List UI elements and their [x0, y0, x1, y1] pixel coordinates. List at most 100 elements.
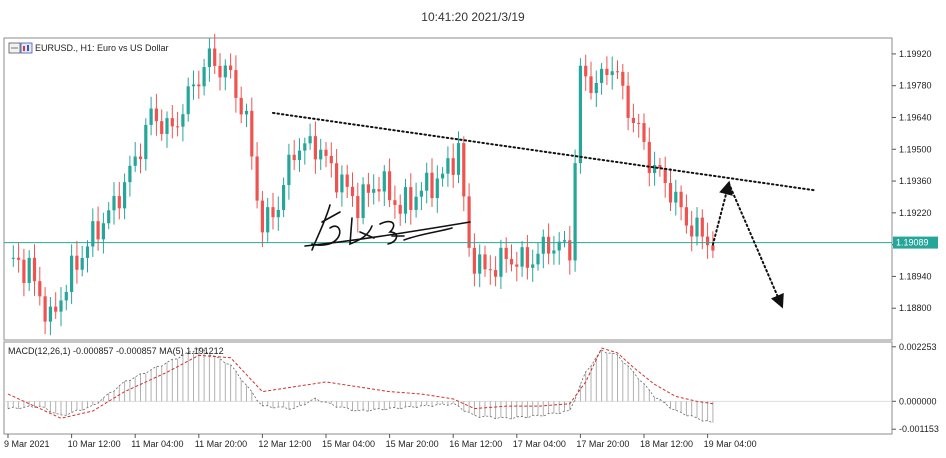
time-tick-label: 11 Mar 04:00: [131, 439, 183, 449]
candle-body: [690, 225, 694, 237]
candle-body: [313, 136, 317, 160]
candle-body: [372, 189, 376, 193]
candle-body: [578, 65, 582, 164]
candle-body: [451, 158, 455, 175]
candle-body: [531, 264, 535, 268]
price-tick-label: 1.19780: [899, 81, 932, 91]
chart-window-icon: [8, 42, 33, 54]
candle-body: [80, 257, 84, 270]
candle-body: [271, 207, 275, 218]
candle-body: [706, 236, 710, 246]
candle-body: [96, 221, 100, 240]
candle-body: [515, 264, 519, 267]
chart-header: EURUSD., H1: Euro vs US Dollar MACD(12,2…: [8, 42, 224, 356]
chart-title: EURUSD., H1: Euro vs US Dollar: [35, 43, 169, 53]
candle-body: [70, 255, 74, 293]
candle-body: [557, 241, 561, 251]
candlestick-series: [4, 33, 892, 336]
candle-body: [160, 121, 164, 134]
candle-body: [356, 196, 360, 219]
macd-label: MACD(12,26,1) -0.000857 -0.000857 MA(5) …: [8, 346, 224, 356]
candle-body: [112, 196, 116, 211]
candle-body: [488, 269, 492, 271]
candle-body: [584, 65, 588, 77]
candle-body: [202, 67, 206, 87]
candle-body: [43, 296, 47, 322]
candle-body: [653, 165, 657, 173]
candle-body: [509, 258, 514, 265]
time-tick-label: 15 Mar 04:00: [322, 439, 375, 449]
candle-body: [75, 255, 79, 270]
annotation-trendline: [272, 111, 815, 192]
price-axis: 1.19920 1.19780 1.19640 1.19500 1.19360 1.192…: [892, 49, 932, 313]
candle-body: [684, 207, 688, 226]
time-axis: 9 Mar 2021 10 Mar 12:00 11 Mar 04:00 11 Mar…: [4, 434, 757, 449]
current-price-tag: 1.19089: [893, 236, 938, 249]
main-chart-panel: [3, 37, 893, 341]
candle-body: [711, 245, 715, 251]
candle-body: [223, 65, 227, 78]
candle-body: [297, 150, 302, 161]
candle-body: [319, 149, 323, 160]
candle-body: [435, 178, 439, 199]
price-tick-label: 1.19640: [899, 112, 932, 122]
candle-body: [382, 171, 386, 192]
candle-body: [239, 97, 243, 115]
candle-body: [213, 48, 217, 66]
candle-body: [504, 247, 508, 259]
candle-body: [32, 257, 37, 282]
candle-body: [197, 84, 201, 87]
candle-body: [441, 173, 445, 179]
candle-body: [345, 174, 349, 187]
candle-body: [366, 184, 370, 193]
candle-body: [149, 108, 153, 125]
candle-body: [181, 114, 185, 127]
candle-body: [541, 236, 545, 254]
candle-body: [165, 118, 169, 134]
candle-body: [85, 246, 90, 258]
candle-body: [605, 68, 609, 76]
candle-body: [631, 117, 635, 123]
annotation-layer: [272, 111, 815, 309]
macd-tick-label: -0.001153: [899, 424, 939, 434]
candle-body: [207, 48, 211, 68]
candle-body: [234, 70, 238, 98]
candle-body: [674, 191, 678, 203]
candle-body: [123, 182, 127, 209]
candle-body: [350, 186, 355, 197]
candle-body: [377, 189, 381, 192]
candle-body: [425, 172, 429, 191]
candle-body: [191, 84, 196, 87]
candle-body: [17, 257, 21, 260]
candle-body: [303, 143, 307, 151]
candle-body: [27, 257, 31, 283]
candle-body: [138, 156, 143, 160]
macd-tick-label: 0.000000: [899, 396, 937, 406]
candle-body: [536, 253, 540, 265]
time-tick-label: 10 Mar 12:00: [68, 439, 121, 449]
macd-axis: 0.002253 0.000000 -0.001153: [892, 342, 939, 434]
price-tick-label: 1.18800: [899, 303, 932, 313]
candle-body: [324, 149, 328, 156]
candle-body: [547, 236, 551, 254]
candle-body: [621, 71, 625, 86]
candle-body: [176, 126, 180, 128]
candle-body: [403, 187, 408, 214]
candle-body: [329, 155, 333, 164]
candle-body: [250, 110, 254, 157]
candle-body: [668, 182, 673, 203]
candle-body: [679, 191, 683, 208]
price-tick-label: 1.19360: [899, 176, 932, 186]
candle-body: [700, 217, 704, 237]
candle-body: [38, 281, 42, 297]
candle-body: [695, 217, 699, 237]
candle-body: [626, 85, 630, 118]
candle-body: [48, 306, 52, 322]
candle-body: [11, 257, 15, 259]
candle-body: [647, 141, 651, 173]
time-tick-label: 9 Mar 2021: [4, 439, 50, 449]
price-tick-label: 1.19220: [899, 208, 932, 218]
annotation-arrow: [711, 180, 733, 246]
candle-body: [101, 223, 105, 240]
